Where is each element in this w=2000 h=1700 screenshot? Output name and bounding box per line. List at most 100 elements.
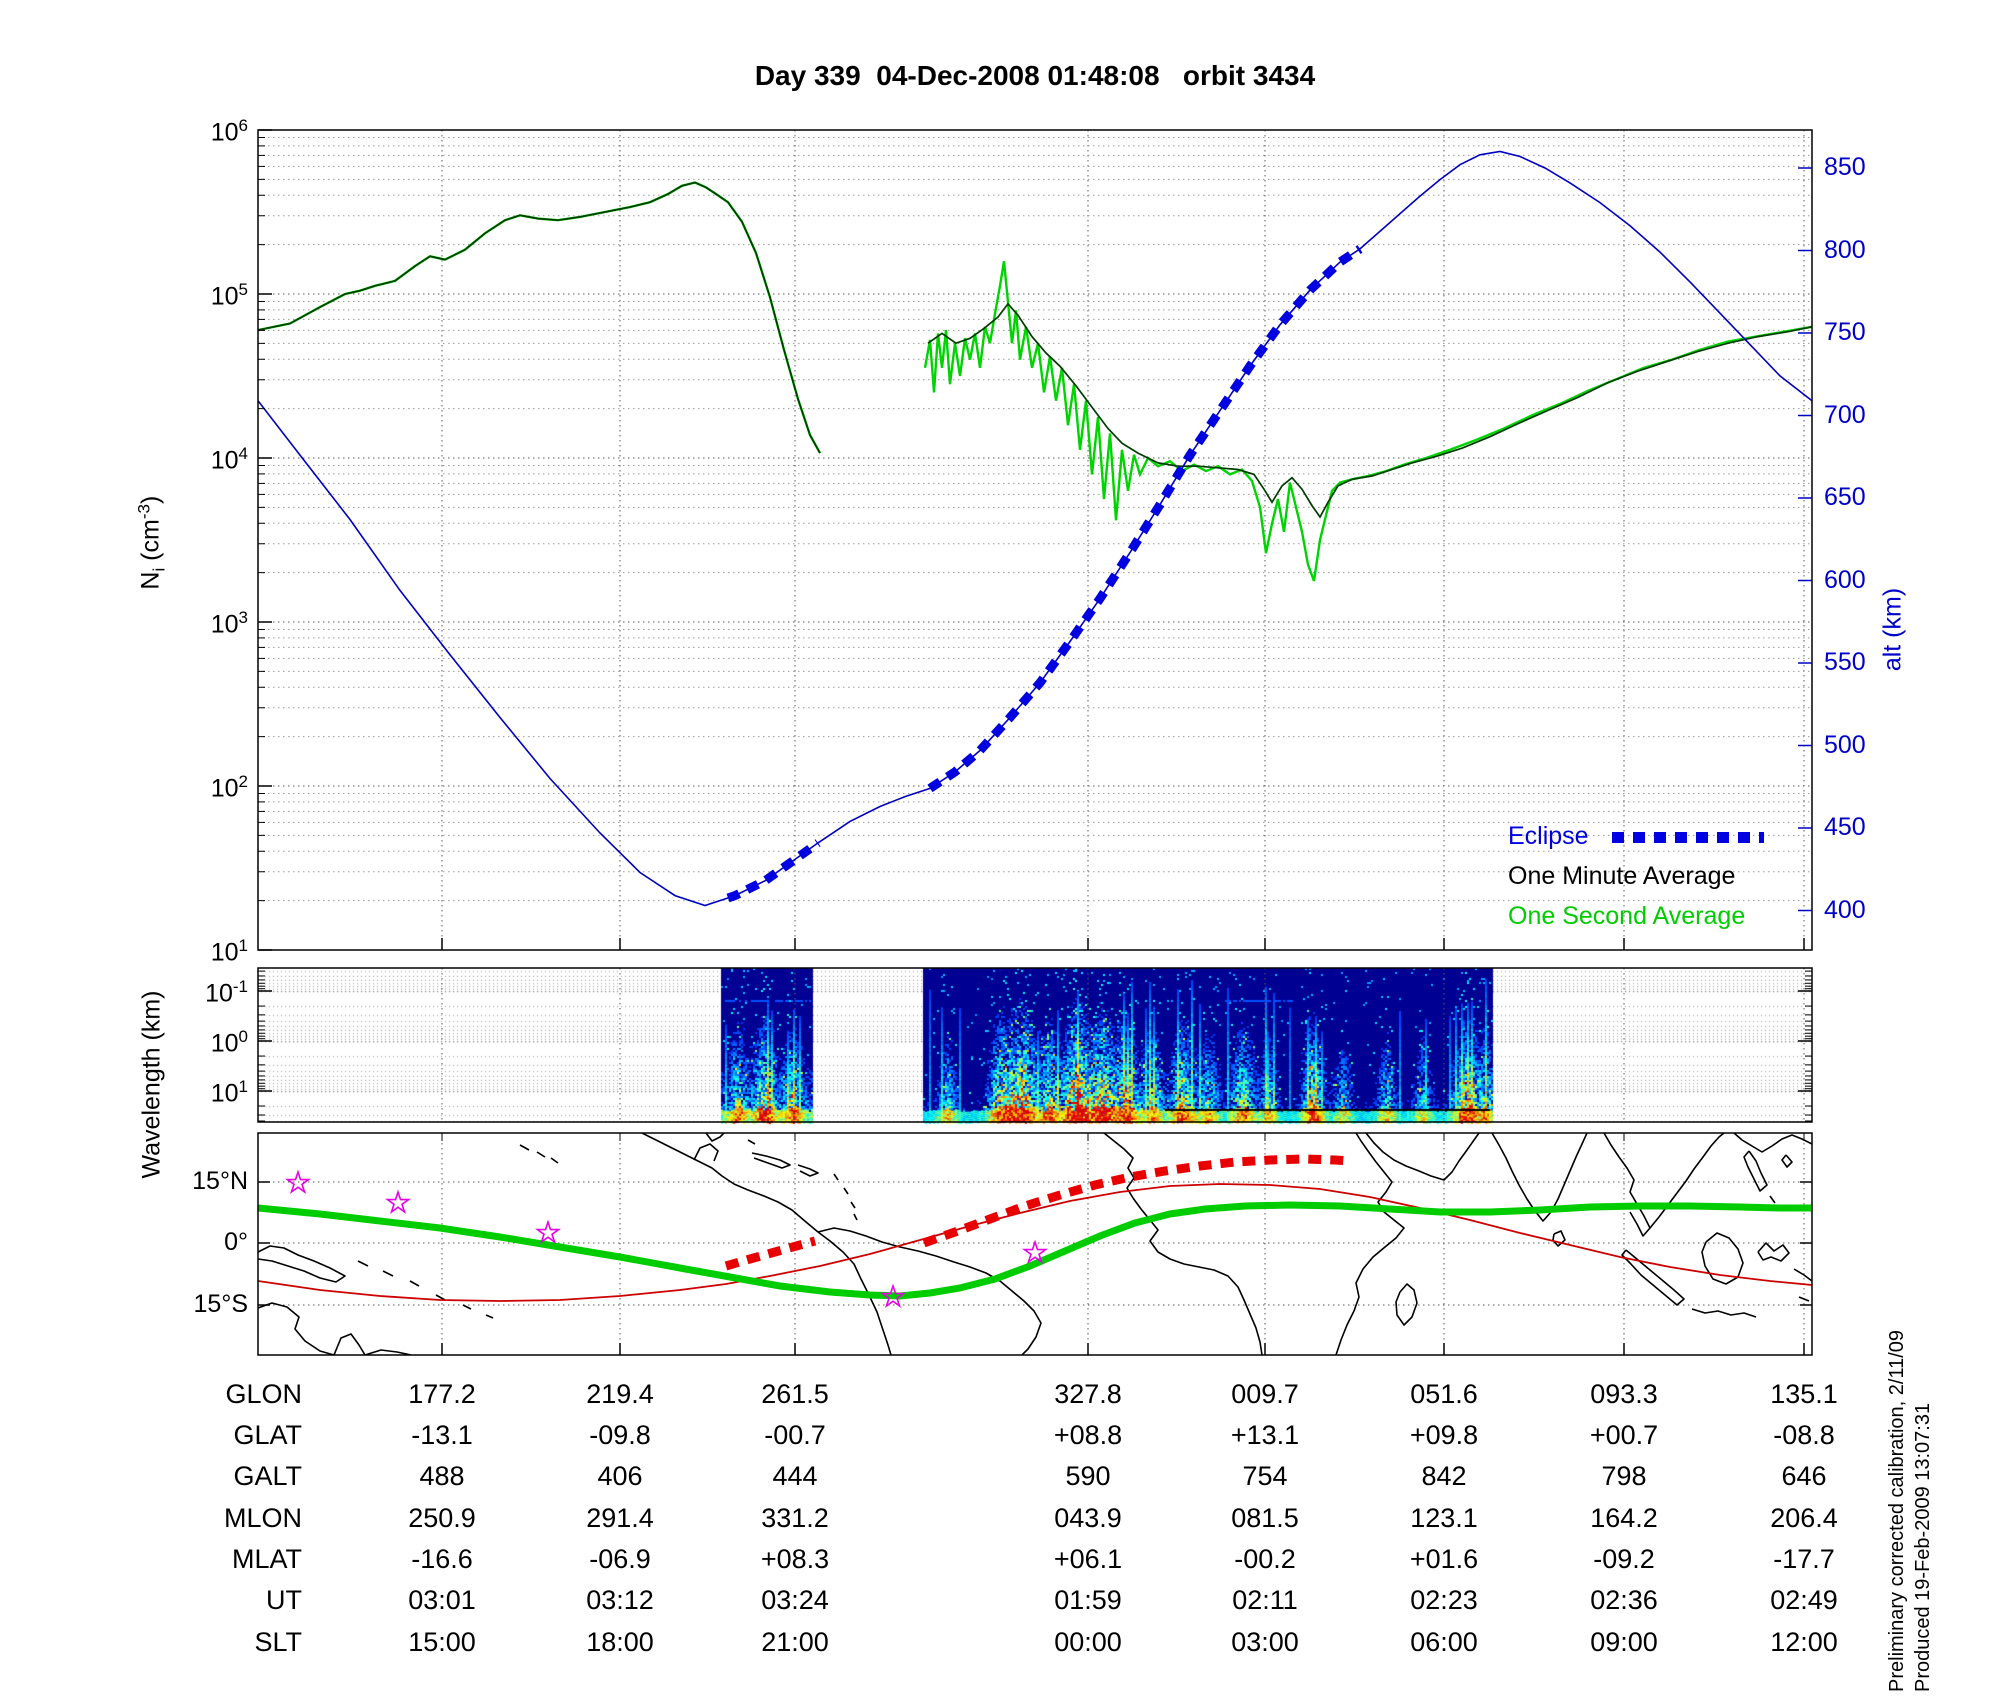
table-cell: +08.3 [760, 1544, 830, 1574]
coastline [536, 1151, 546, 1158]
table-cell: 488 [419, 1461, 465, 1491]
legend-one-minute-label: One Minute Average [1508, 862, 1736, 890]
table-cell: +01.6 [1409, 1544, 1479, 1574]
wavelength-tick-label: 100 [210, 1027, 248, 1058]
coastline [1621, 1249, 1685, 1306]
coastline [1743, 1150, 1768, 1192]
magnetic-equator-line [258, 1183, 1812, 1302]
coastline [833, 1173, 839, 1181]
table-cell: -09.8 [589, 1420, 651, 1450]
coastline [258, 1302, 335, 1355]
table-cell: -13.1 [411, 1420, 473, 1450]
coastline [1103, 1133, 1263, 1355]
table-cell: 164.2 [1590, 1503, 1658, 1533]
spectrogram-frame [257, 967, 1813, 1123]
page-title: Day 339 04-Dec-2008 01:48:08 orbit 3434 [754, 60, 1316, 91]
star-marker [1022, 1239, 1048, 1264]
eclipse-dashed-segment [726, 839, 821, 903]
star-marker [285, 1169, 311, 1194]
ni-label-base: N [136, 571, 165, 590]
table-cell: 01:59 [1054, 1585, 1122, 1615]
coastline [1757, 1242, 1790, 1262]
eclipse-dashed-segment [927, 245, 1363, 793]
table-cell: 754 [1242, 1461, 1288, 1491]
table-cell: 444 [772, 1461, 818, 1491]
table-cell: -17.7 [1773, 1544, 1835, 1574]
table-cell: 206.4 [1770, 1503, 1838, 1533]
coastline [817, 1231, 892, 1355]
top-panel-curves [258, 150, 1812, 907]
coastline [693, 1143, 719, 1162]
ni-label-close: ) [136, 495, 165, 505]
ni-tick-label: 105 [210, 280, 248, 311]
table-cell: 331.2 [761, 1503, 829, 1533]
table-cell: 261.5 [761, 1379, 829, 1409]
coastline [1769, 1195, 1776, 1204]
coastline [1691, 1308, 1757, 1318]
table-cell: -16.6 [411, 1544, 473, 1574]
wavelength-tick-label: 10-1 [205, 977, 248, 1008]
alt-tick-label: 750 [1824, 318, 1866, 346]
table-cell: 06:00 [1410, 1627, 1478, 1657]
altitude-curve [258, 150, 1812, 907]
table-cell: 406 [597, 1461, 643, 1491]
coastline [1798, 1296, 1810, 1302]
table-row-label: GALT [233, 1461, 302, 1491]
table-cell: -06.9 [589, 1544, 651, 1574]
table-cell: +08.8 [1053, 1420, 1123, 1450]
coastline [797, 1164, 819, 1177]
table-cell: 590 [1065, 1461, 1111, 1491]
table-cell: -00.7 [764, 1420, 826, 1450]
legend-eclipse-label: Eclipse [1508, 822, 1589, 850]
ground-track-map [258, 1133, 1812, 1355]
table-cell: 219.4 [586, 1379, 654, 1409]
table-cell: -08.8 [1773, 1420, 1835, 1450]
ground-track-line [258, 1201, 1812, 1300]
table-row-label: GLAT [233, 1420, 302, 1450]
table-cell: 12:00 [1770, 1627, 1838, 1657]
table-row-label: GLON [225, 1379, 302, 1409]
table-cell: 03:24 [761, 1585, 829, 1615]
top-panel-frame [257, 129, 1813, 951]
ni-label-unit: (cm [136, 519, 165, 568]
alt-tick-label: 550 [1824, 648, 1866, 676]
coastline [1781, 1154, 1793, 1168]
table-cell: 842 [1421, 1461, 1467, 1491]
coastline [751, 1152, 791, 1169]
table-cell: 18:00 [586, 1627, 654, 1657]
table-cell: 051.6 [1410, 1379, 1478, 1409]
coastline [1733, 1133, 1812, 1153]
table-cell: 646 [1781, 1461, 1827, 1491]
latitude-tick-label: 15°S [193, 1290, 248, 1318]
table-row-label: SLT [254, 1627, 302, 1657]
coastline [485, 1314, 494, 1319]
table-cell: 03:12 [586, 1585, 654, 1615]
table-cell: 03:00 [1231, 1627, 1299, 1657]
legend-one-second-label: One Second Average [1508, 902, 1746, 930]
table-cell: 043.9 [1054, 1503, 1122, 1533]
table-cell: -09.2 [1593, 1544, 1655, 1574]
table-row-label: UT [266, 1585, 302, 1615]
table-cell: 02:11 [1232, 1585, 1298, 1615]
coastline [1603, 1133, 1651, 1237]
table-cell: 02:36 [1590, 1585, 1658, 1615]
coastline [641, 1133, 819, 1233]
ni-tick-label: 104 [210, 444, 248, 475]
map-eclipse-dashed-segment [724, 1236, 817, 1271]
one-minute-average-curve [927, 302, 1812, 519]
coastline [1491, 1133, 1588, 1222]
table-cell: 291.4 [586, 1503, 654, 1533]
table-cell: -00.2 [1234, 1544, 1296, 1574]
ni-label-exp: -3 [134, 504, 154, 520]
alt-tick-label: 450 [1824, 813, 1866, 841]
table-cell: +00.7 [1589, 1420, 1659, 1450]
coastline [1395, 1283, 1418, 1326]
ni-tick-label: 101 [210, 936, 248, 967]
coastline [705, 1133, 725, 1142]
coastline [817, 1227, 1042, 1355]
coastline [550, 1157, 559, 1164]
table-cell: +06.1 [1053, 1544, 1123, 1574]
annotation-calibration: Preliminary corrected calibration, 2/11/… [1886, 1329, 1908, 1692]
table-cell: 03:01 [408, 1585, 476, 1615]
map-eclipse-dashed-segment [922, 1154, 1351, 1248]
